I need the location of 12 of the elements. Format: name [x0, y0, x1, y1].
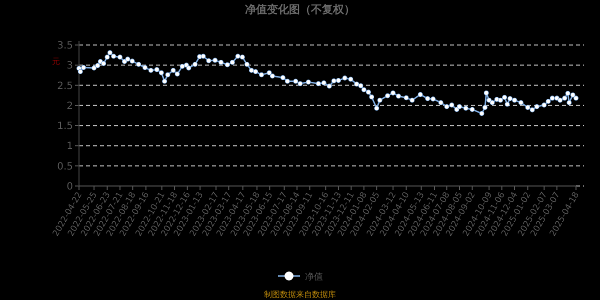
y-tick-label: 0.5: [57, 161, 73, 172]
y-axis-title: 元: [52, 57, 60, 66]
chart-title: 净值变化图（不复权）: [245, 3, 355, 16]
y-tick-label: 0: [66, 182, 73, 192]
y-tick-label: 1: [66, 141, 73, 152]
y-tick-label: 2: [66, 100, 73, 112]
legend-label: 净值: [305, 272, 323, 282]
y-tick-label: 1.5: [57, 121, 73, 132]
y-tick-label: 2.5: [57, 80, 73, 92]
text: 制图数据来自数据库: [264, 290, 336, 299]
y-tick-label: 3: [66, 60, 73, 72]
y-tick-label: 3.5: [57, 40, 73, 52]
